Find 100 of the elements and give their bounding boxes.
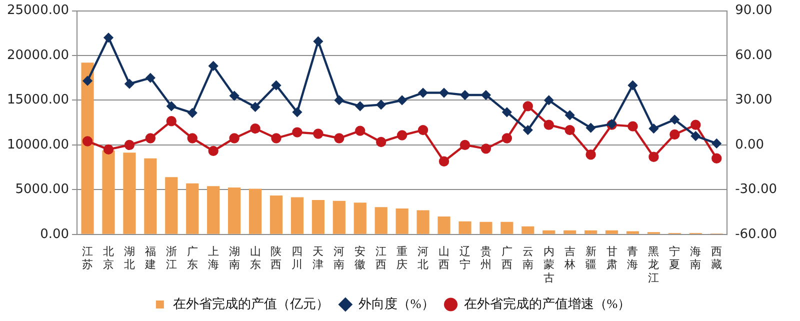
point (670, 115, 680, 124)
point (670, 129, 680, 140)
x-tick-label: 黑龙江 (648, 246, 660, 284)
y-tick-label: 0.00 (40, 226, 70, 242)
bar (438, 216, 450, 234)
bar (81, 62, 94, 234)
bar (270, 195, 283, 234)
point (438, 156, 450, 166)
bar (144, 158, 157, 234)
point (188, 108, 197, 118)
point (166, 102, 176, 111)
x-tick-label: 广西 (501, 244, 512, 272)
point (586, 150, 596, 160)
y-tick-label: 20000.00 (7, 48, 70, 63)
bar (165, 177, 178, 234)
point (376, 136, 386, 148)
bar (396, 208, 408, 234)
bar (186, 183, 199, 234)
point (418, 88, 428, 98)
x-tick-label: 吉林 (563, 244, 576, 272)
point (439, 88, 449, 98)
point (544, 96, 554, 105)
bar (522, 226, 534, 234)
x-tick-label: 福建 (144, 244, 156, 272)
point (649, 124, 658, 134)
point (272, 80, 281, 90)
bar (312, 200, 324, 234)
point (229, 133, 240, 144)
y2-tick-label: 0.00 (735, 137, 764, 152)
point (292, 127, 302, 138)
x-tick-label: 甘肃 (606, 244, 618, 272)
y2-tick-label: 90.00 (735, 3, 772, 18)
legend-label: 在外省完成的产值增速（%） (464, 296, 631, 311)
bar (500, 222, 514, 234)
point (586, 123, 596, 132)
point (502, 133, 512, 144)
point (376, 100, 386, 110)
point (334, 96, 344, 105)
point (460, 90, 470, 100)
y2-tick-label: -60.00 (735, 226, 778, 242)
x-tick-label: 宁夏 (669, 244, 680, 272)
bar (416, 210, 430, 234)
point (146, 73, 156, 82)
point (271, 133, 282, 144)
bar (542, 230, 556, 234)
point (691, 131, 700, 141)
point (396, 130, 408, 140)
x-tick-label: 北京 (102, 244, 114, 272)
point (314, 36, 323, 46)
bar (458, 221, 472, 234)
x-tick-label: 陕西 (270, 246, 282, 272)
bar (207, 186, 220, 234)
point (334, 133, 344, 144)
x-tick-label: 河北 (418, 246, 429, 272)
x-tick-label: 山西 (438, 244, 450, 272)
point (418, 124, 428, 136)
point (544, 120, 554, 130)
x-tick-label: 青海 (627, 244, 638, 272)
point (480, 144, 492, 154)
point (397, 96, 407, 105)
point (292, 108, 302, 117)
point (460, 140, 470, 150)
point (82, 76, 92, 86)
x-tick-label: 贵州 (480, 244, 492, 272)
x-tick-label: 天津 (312, 246, 324, 272)
bar (605, 230, 618, 234)
bar (123, 152, 136, 234)
point (522, 101, 533, 112)
bar (374, 207, 388, 234)
y-tick-label: 25000.00 (7, 3, 70, 18)
x-tick-label: 山东 (250, 244, 261, 272)
legend-label: 在外省完成的产值（亿元） (172, 296, 329, 311)
point (712, 153, 722, 164)
x-tick-label: 内蒙古 (543, 244, 554, 284)
point (628, 121, 638, 132)
point (481, 90, 491, 100)
x-tick-label: 湖南 (228, 246, 240, 272)
point (356, 102, 365, 111)
y2-tick-label: 60.00 (735, 48, 772, 63)
bar (248, 188, 262, 234)
point (82, 136, 93, 146)
bar (354, 202, 366, 234)
x-tick-label: 浙江 (166, 244, 177, 272)
y-tick-label: 5000.00 (15, 182, 70, 198)
x-tick-label: 新疆 (585, 244, 596, 272)
point (208, 146, 218, 156)
x-tick-label: 重庆 (396, 244, 408, 272)
point (250, 102, 260, 112)
x-tick-label: 江西 (376, 246, 387, 272)
point (103, 144, 114, 155)
y-tick-label: 10000.00 (7, 137, 70, 152)
point (208, 61, 218, 71)
y-tick-label: 15000.00 (7, 92, 70, 108)
x-tick-label: 上海 (208, 244, 219, 272)
point (313, 128, 324, 139)
point (124, 140, 135, 150)
x-tick-label: 河南 (334, 246, 345, 272)
legend-label: 外向度（%） (358, 296, 434, 311)
bar (290, 197, 304, 234)
point (230, 91, 239, 100)
